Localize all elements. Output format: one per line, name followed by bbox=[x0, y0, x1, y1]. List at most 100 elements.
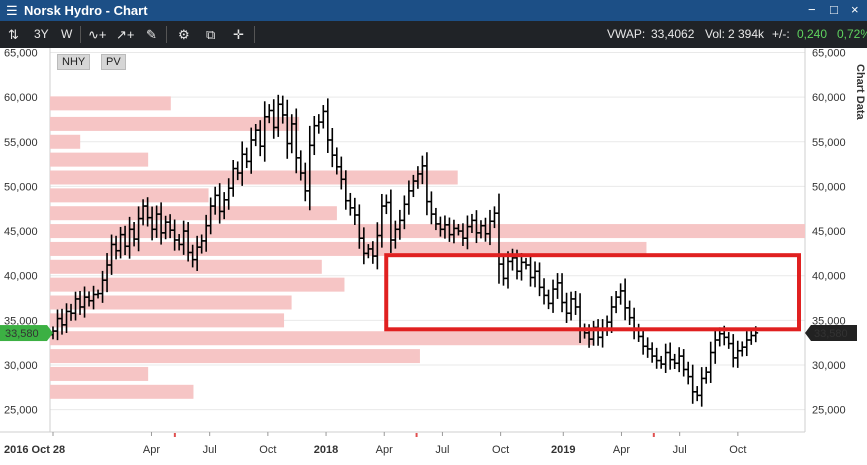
ohlc-bar bbox=[712, 328, 718, 364]
ohlc-bar bbox=[325, 98, 331, 153]
ohlc-bar bbox=[505, 251, 511, 289]
ohlc-bar bbox=[406, 180, 412, 215]
ohlc-bar bbox=[451, 219, 457, 244]
trend-icon[interactable]: ↗+ bbox=[116, 27, 135, 42]
crosshair-icon[interactable]: ✛ bbox=[233, 27, 244, 42]
ohlc-bar bbox=[302, 162, 308, 202]
y-tick-label: 55,000 bbox=[812, 137, 846, 149]
price-chart[interactable]: 65,000 60,000 55,000 50,000 45,000 40,000 35,0… bbox=[0, 48, 867, 465]
volume-profile-bar bbox=[50, 295, 292, 310]
ohlc-bar bbox=[690, 364, 696, 404]
ohlc-bar bbox=[316, 114, 322, 134]
volume-profile-bar bbox=[50, 116, 300, 131]
ohlc-bar bbox=[217, 183, 223, 224]
pv-tag[interactable]: PV bbox=[101, 54, 126, 70]
ohlc-bar bbox=[433, 207, 439, 231]
ohlc-bar bbox=[230, 159, 236, 197]
volume-profile-bar bbox=[50, 241, 647, 256]
hamburger-icon[interactable]: ☰ bbox=[6, 3, 18, 18]
x-tick-label: Apr bbox=[143, 444, 160, 456]
x-tick-label: 2016 Oct 28 bbox=[4, 444, 65, 456]
ohlc-bar bbox=[334, 147, 340, 175]
ohlc-bar bbox=[212, 186, 218, 215]
ohlc-bar bbox=[510, 248, 515, 271]
ohlc-bar bbox=[194, 235, 200, 271]
close-icon[interactable]: × bbox=[851, 2, 859, 17]
chart-toolbar: ⇅ 3Y W ∿+ ↗+ ✎ ⚙ ⧉ ✛ VWAP: 33,4062 Vol: … bbox=[0, 21, 867, 48]
maximize-icon[interactable]: □ bbox=[830, 2, 838, 17]
ohlc-bar bbox=[176, 234, 182, 251]
ohlc-bar bbox=[100, 270, 105, 303]
event-marker bbox=[415, 433, 418, 437]
volume-profile-bar bbox=[50, 259, 322, 274]
y-tick-label: 25,000 bbox=[4, 405, 38, 417]
x-tick-label: Oct bbox=[492, 444, 509, 456]
ohlc-bar bbox=[149, 206, 155, 241]
volume-profile-bar bbox=[50, 206, 337, 221]
ohlc-bar bbox=[86, 291, 92, 307]
chart-data-side-label[interactable]: Chart Data bbox=[854, 64, 866, 121]
period-selector[interactable]: 3Y bbox=[34, 27, 49, 41]
ohlc-bar bbox=[523, 257, 529, 270]
ohlc-bar bbox=[226, 178, 232, 210]
ohlc-bar bbox=[528, 255, 533, 287]
highlight-rectangle[interactable] bbox=[384, 253, 801, 332]
ohlc-bar bbox=[456, 223, 461, 236]
ohlc-bar bbox=[347, 192, 353, 216]
ohlc-bar bbox=[532, 261, 538, 288]
minimize-icon[interactable]: − bbox=[808, 2, 816, 17]
ohlc-icon[interactable]: ⇅ bbox=[8, 27, 19, 42]
ohlc-bar bbox=[343, 170, 349, 210]
ohlc-bar bbox=[338, 156, 344, 190]
ohlc-bar bbox=[438, 216, 443, 237]
ohlc-bar bbox=[460, 223, 466, 246]
ohlc-bar bbox=[298, 150, 304, 181]
ohlc-bar bbox=[546, 289, 551, 310]
indicator-icon[interactable]: ∿+ bbox=[88, 27, 107, 42]
ohlc-bar bbox=[208, 197, 214, 235]
ohlc-bar bbox=[320, 105, 326, 129]
volume-profile-bar bbox=[50, 152, 149, 167]
volume-value: 2 394k bbox=[728, 27, 765, 41]
last-price-markers: 33,580 33,580 bbox=[0, 325, 857, 342]
ohlc-bar bbox=[649, 342, 655, 363]
ohlc-bar bbox=[519, 253, 524, 281]
ohlc-bar bbox=[672, 353, 678, 369]
volume-profile-bar bbox=[50, 349, 420, 364]
ohlc-bar bbox=[118, 226, 123, 259]
last-price-left-label: 33,580 bbox=[5, 328, 39, 340]
x-tick-label: Oct bbox=[259, 444, 276, 456]
ohlc-bar bbox=[221, 192, 227, 220]
settings-gear-icon[interactable]: ⚙ bbox=[178, 27, 190, 42]
volume-profile bbox=[50, 96, 805, 399]
layout-icon[interactable]: ⧉ bbox=[206, 27, 216, 42]
ohlc-bar bbox=[248, 127, 254, 174]
ohlc-bar bbox=[113, 235, 119, 260]
last-price-left-bg bbox=[0, 325, 47, 342]
y-tick-label: 60,000 bbox=[812, 92, 846, 104]
ohlc-bar bbox=[735, 340, 741, 368]
ohlc-bar bbox=[293, 108, 299, 174]
ohlc-bar bbox=[541, 278, 547, 305]
title-bar: ☰ Norsk Hydro - Chart − □ × bbox=[0, 0, 867, 21]
ohlc-bar bbox=[68, 303, 74, 321]
ohlc-bar bbox=[284, 99, 290, 159]
ohlc-bar bbox=[145, 197, 151, 227]
draw-pen-icon[interactable]: ✎ bbox=[146, 27, 157, 42]
ohlc-bar bbox=[415, 166, 421, 189]
symbol-tag[interactable]: NHY bbox=[57, 54, 91, 70]
ohlc-bar bbox=[239, 141, 245, 186]
ohlc-bar bbox=[109, 234, 114, 275]
ohlc-bar bbox=[172, 219, 178, 251]
ohlc-bar bbox=[410, 174, 416, 198]
ohlc-bar bbox=[370, 241, 376, 264]
ohlc-bar bbox=[568, 291, 574, 321]
interval-selector[interactable]: W bbox=[61, 27, 73, 41]
ohlc-bar bbox=[640, 328, 646, 355]
ohlc-bar bbox=[253, 124, 259, 147]
y-tick-label: 25,000 bbox=[812, 405, 846, 417]
last-price-left: 33,580 bbox=[0, 325, 53, 342]
price-series bbox=[50, 94, 759, 407]
ohlc-bar bbox=[739, 341, 745, 357]
ohlc-bar bbox=[483, 217, 488, 242]
